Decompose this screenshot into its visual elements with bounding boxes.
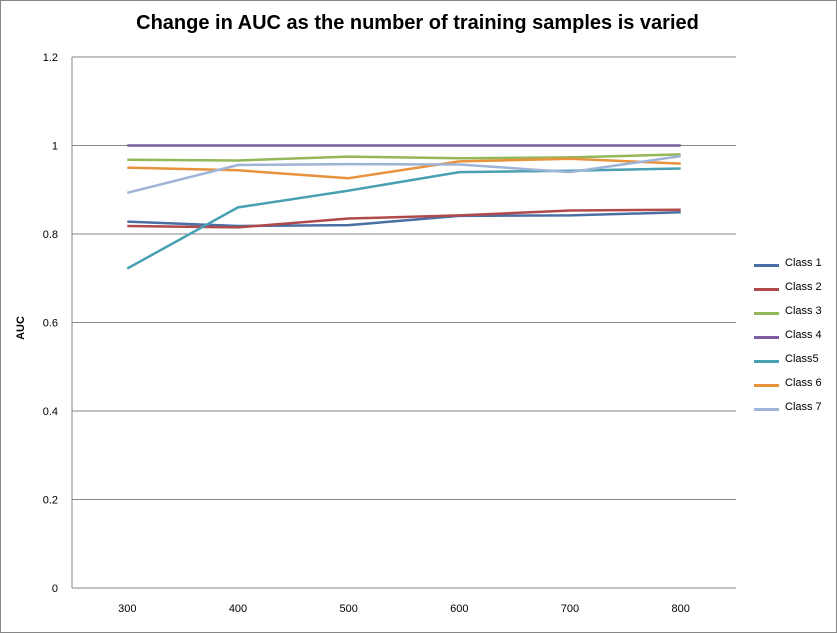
legend-label: Class 2 [785,281,822,293]
y-tick-label: 0.6 [43,318,58,330]
legend-label: Class 7 [785,401,822,413]
x-tick-label: 500 [339,603,357,615]
y-tick-label: 0.8 [43,229,58,241]
x-tick-label: 300 [118,603,136,615]
legend-label: Class5 [785,353,819,365]
x-tick-label: 600 [450,603,468,615]
chart-title: Change in AUC as the number of training … [136,12,699,34]
legend-swatch [754,288,779,291]
y-tick-label: 0.2 [43,495,58,507]
legend-swatch [754,312,779,315]
legend-swatch [754,360,779,363]
series-line-2 [127,208,681,229]
x-tick-label: 800 [671,603,689,615]
series-line-3 [127,153,681,162]
x-tick-label: 400 [229,603,247,615]
legend-label: Class 6 [785,377,822,389]
legend-swatch [754,264,779,267]
y-tick-label: 0 [52,583,58,595]
series-line-5 [126,167,681,270]
series-line-7 [126,154,681,195]
x-tick-label: 700 [561,603,579,615]
legend-swatch [754,336,779,339]
y-tick-label: 1 [52,141,58,153]
series-line-1 [127,211,681,228]
y-tick-label: 1.2 [43,52,58,64]
legend-label: Class 3 [785,305,822,317]
legend-swatch [754,408,779,411]
legend-swatch [754,384,779,387]
legend-label: Class 4 [785,329,822,341]
legend-label: Class 1 [785,257,822,269]
y-tick-label: 0.4 [43,406,58,418]
